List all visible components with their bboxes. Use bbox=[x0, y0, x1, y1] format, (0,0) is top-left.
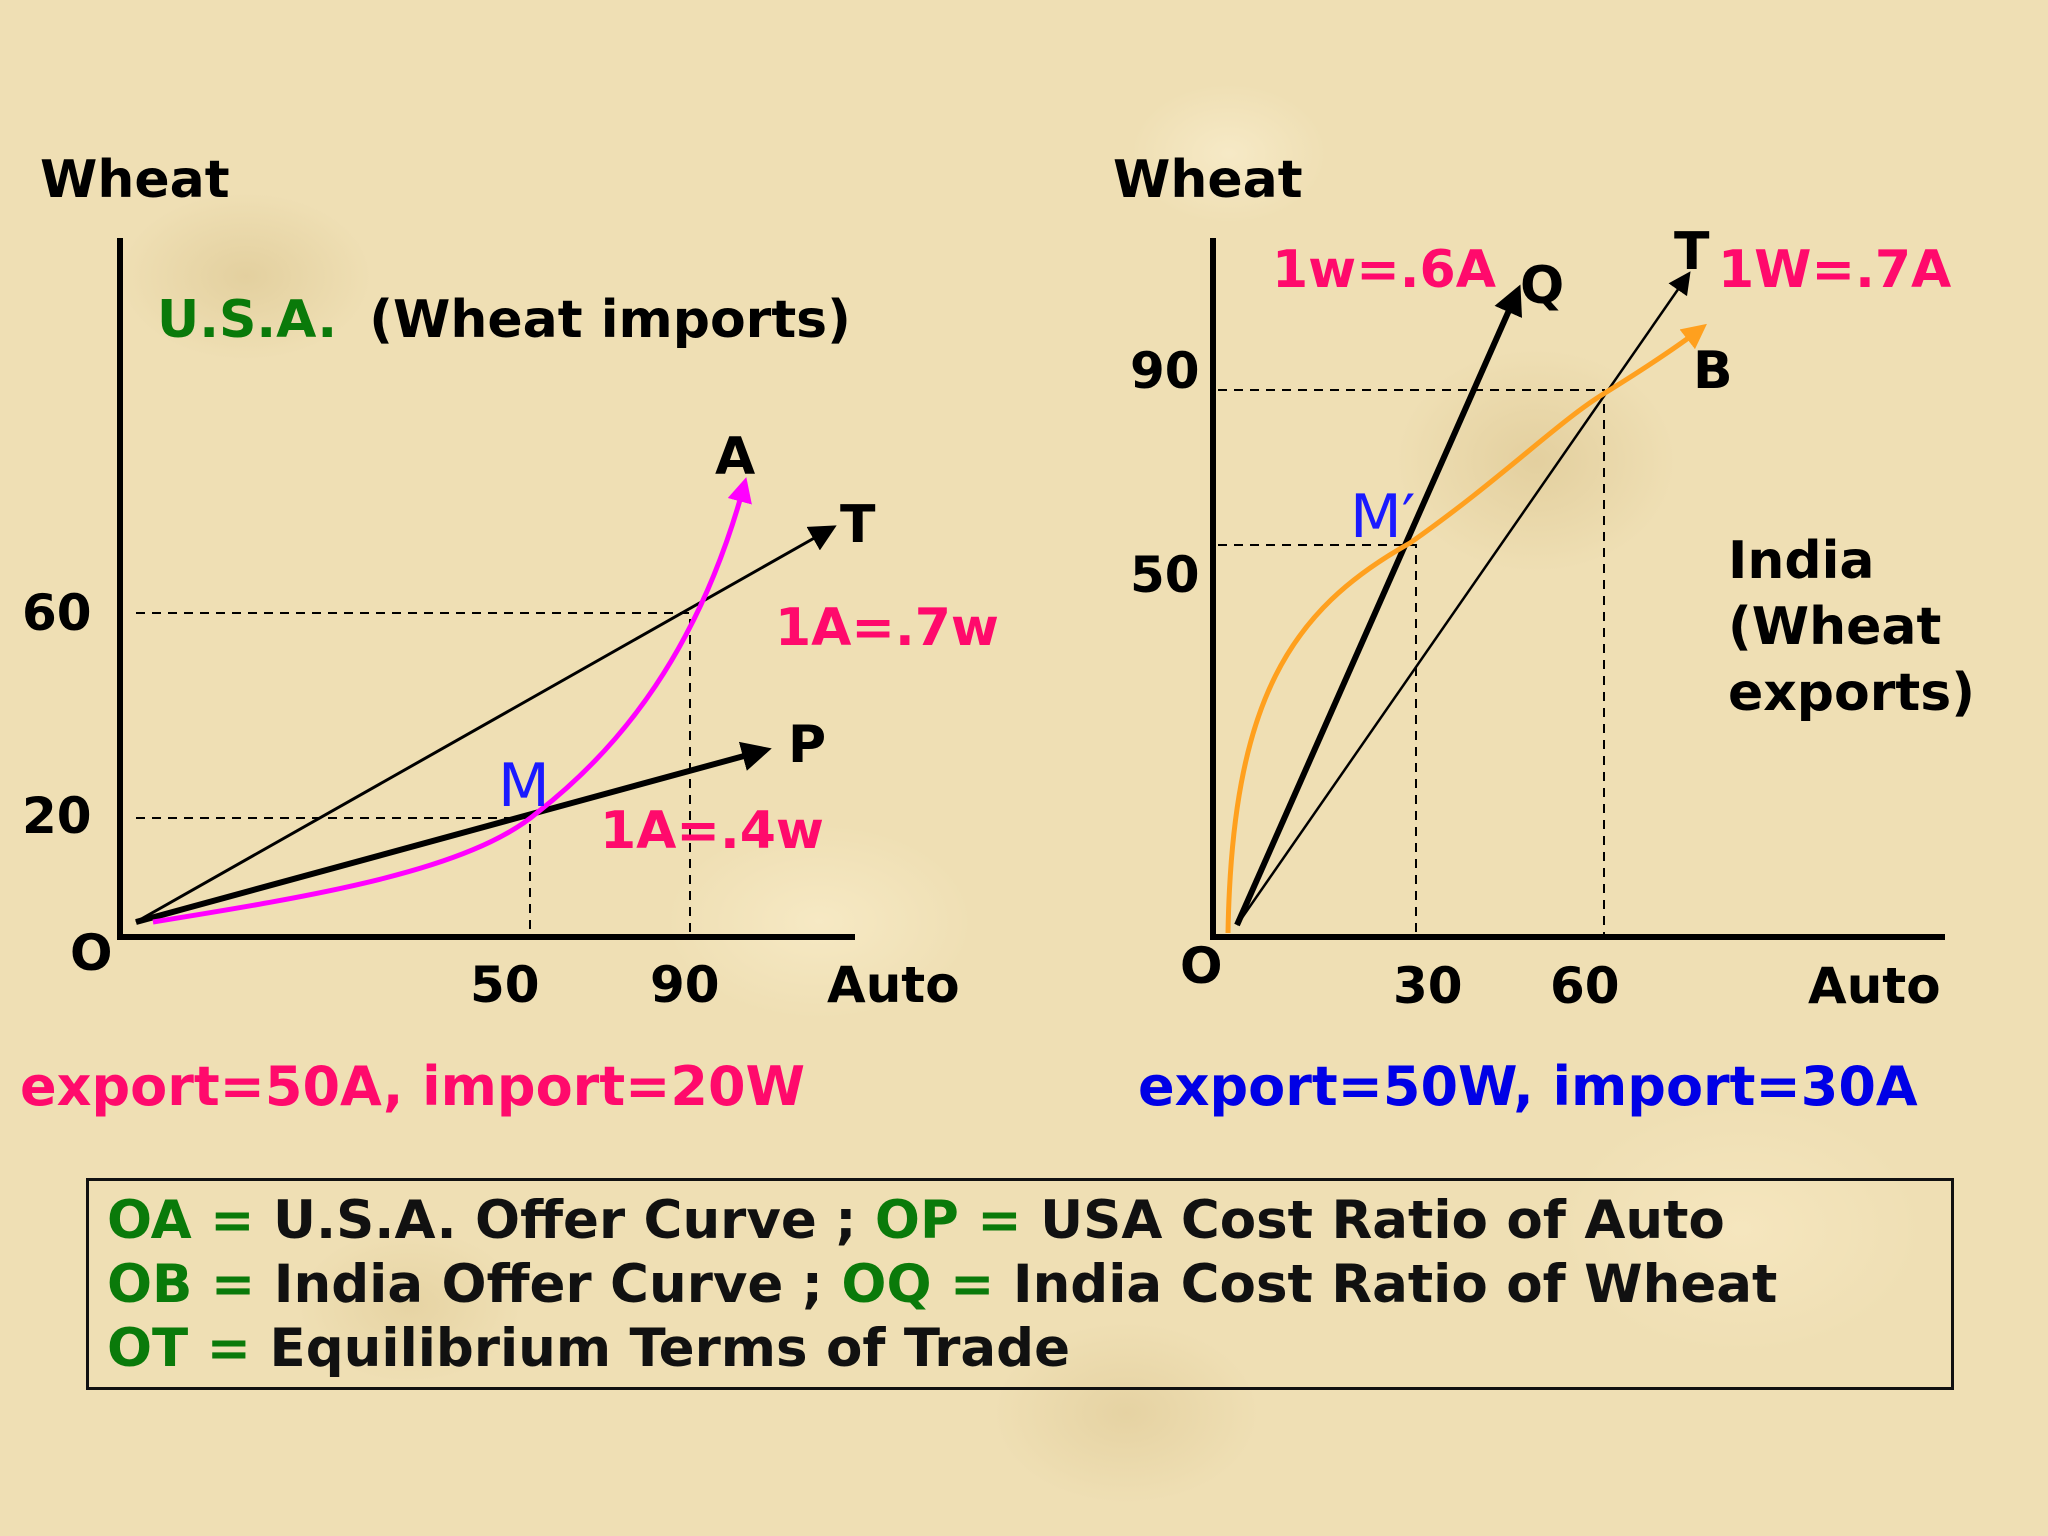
india-trade-summary: export=50W, import=30A bbox=[1138, 1055, 1918, 1118]
usa-title-country: U.S.A. bbox=[157, 290, 337, 350]
india-x-axis-label: Auto bbox=[1808, 957, 1941, 1015]
usa-chart-title: U.S.A. (Wheat imports) bbox=[157, 290, 851, 350]
india-line-label-q: Q bbox=[1520, 256, 1564, 316]
india-x-tick-60: 60 bbox=[1550, 957, 1620, 1015]
usa-cost-ratio-line bbox=[135, 741, 772, 925]
india-x-tick-30: 30 bbox=[1393, 957, 1463, 1015]
legend-text-oa: U.S.A. Offer Curve ; bbox=[272, 1190, 857, 1251]
india-y-axis-label: Wheat bbox=[1113, 150, 1303, 210]
india-y-tick-50: 50 bbox=[1130, 546, 1200, 604]
india-terms-of-trade-line bbox=[1235, 271, 1691, 926]
usa-guide-20-50 bbox=[136, 817, 531, 935]
india-guide-90-60 bbox=[1218, 389, 1605, 935]
legend-line-2: OB = India Offer Curve ; OQ = India Cost… bbox=[107, 1253, 1933, 1317]
legend-box: OA = U.S.A. Offer Curve ; OP = USA Cost … bbox=[86, 1178, 1954, 1390]
usa-title-rest: (Wheat imports) bbox=[369, 290, 851, 350]
india-country-line2: (Wheat bbox=[1728, 597, 1941, 657]
legend-key-ot: OT = bbox=[107, 1318, 252, 1379]
legend-line-3: OT = Equilibrium Terms of Trade bbox=[107, 1317, 1933, 1381]
usa-y-tick-20: 20 bbox=[22, 787, 92, 845]
legend-key-oa: OA = bbox=[107, 1190, 255, 1251]
legend-line-1: OA = U.S.A. Offer Curve ; OP = USA Cost … bbox=[107, 1189, 1933, 1253]
usa-offer-curve bbox=[152, 477, 752, 925]
india-chart: Wheat O 90 50 30 60 Auto 1w=.6A Q T 1W=.… bbox=[1113, 150, 1975, 1118]
india-cost-ratio-line bbox=[1234, 284, 1523, 927]
india-origin-label: O bbox=[1180, 937, 1223, 995]
usa-x-axis-label: Auto bbox=[827, 956, 960, 1014]
usa-ratio-p-label: 1A=.4w bbox=[600, 801, 824, 861]
usa-y-tick-60: 60 bbox=[22, 584, 92, 642]
legend-text-ot: Equilibrium Terms of Trade bbox=[269, 1318, 1071, 1379]
legend-text-op: USA Cost Ratio of Auto bbox=[1040, 1190, 1725, 1251]
legend-text-oq: India Cost Ratio of Wheat bbox=[1012, 1254, 1778, 1315]
usa-x-tick-50: 50 bbox=[470, 956, 540, 1014]
usa-x-tick-90: 90 bbox=[650, 956, 720, 1014]
legend-key-oq: OQ = bbox=[841, 1254, 995, 1315]
india-country-line3: exports) bbox=[1728, 663, 1975, 723]
usa-terms-of-trade-line bbox=[135, 525, 837, 924]
legend-key-op: OP = bbox=[874, 1190, 1022, 1251]
india-offer-curve bbox=[1225, 323, 1707, 934]
india-country-line1: India bbox=[1728, 531, 1875, 591]
india-ratio-t-label: 1W=.7A bbox=[1718, 240, 1951, 300]
india-y-tick-90: 90 bbox=[1130, 342, 1200, 400]
india-point-label-m: M′ bbox=[1350, 482, 1415, 552]
india-ratio-q-label: 1w=.6A bbox=[1272, 240, 1496, 300]
india-guide-50-30 bbox=[1218, 544, 1417, 935]
usa-chart: Wheat O U.S.A. (Wheat imports) 60 20 50 … bbox=[20, 150, 999, 1118]
usa-ratio-t-label: 1A=.7w bbox=[775, 598, 999, 658]
india-curve-label-b: B bbox=[1693, 341, 1733, 401]
legend-text-ob: India Offer Curve ; bbox=[273, 1254, 823, 1315]
usa-point-label-m: M bbox=[498, 751, 550, 821]
legend-key-ob: OB = bbox=[107, 1254, 256, 1315]
usa-curve-label-a: A bbox=[715, 427, 755, 487]
usa-guide-60-90 bbox=[136, 612, 691, 935]
india-line-label-t: T bbox=[1674, 222, 1710, 282]
usa-line-label-p: P bbox=[788, 715, 826, 775]
usa-origin-label: O bbox=[70, 924, 113, 982]
usa-line-label-t: T bbox=[840, 495, 876, 555]
usa-y-axis-label: Wheat bbox=[40, 150, 230, 210]
usa-trade-summary: export=50A, import=20W bbox=[20, 1055, 805, 1118]
